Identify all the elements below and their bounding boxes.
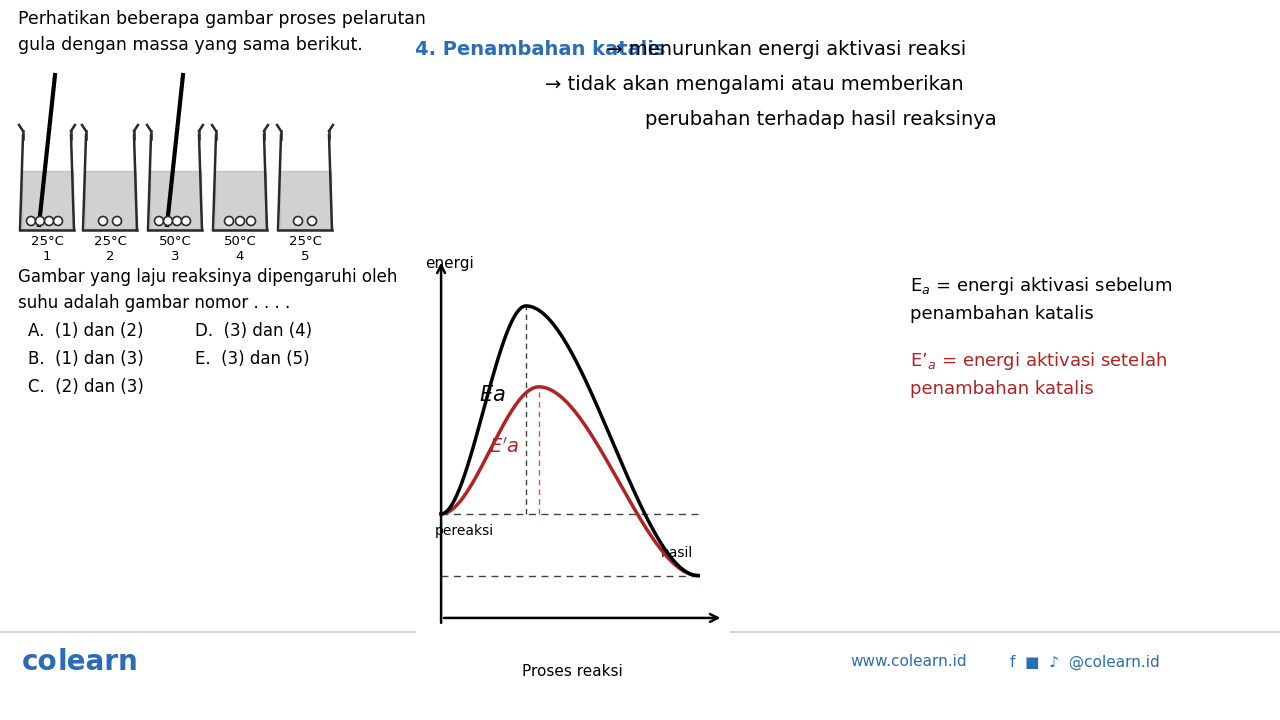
Circle shape [164,217,173,225]
Circle shape [182,217,191,225]
Text: energi: energi [425,256,474,271]
Text: 4: 4 [236,250,244,263]
Text: penambahan katalis: penambahan katalis [910,305,1093,323]
Text: → menurunkan energi aktivasi reaksi: → menurunkan energi aktivasi reaksi [600,40,966,59]
Text: E’$_a$ = energi aktivasi setelah: E’$_a$ = energi aktivasi setelah [910,350,1167,372]
Circle shape [99,217,108,225]
Text: pereaksi: pereaksi [435,523,494,538]
Text: Perhatikan beberapa gambar proses pelarutan
gula dengan massa yang sama berikut.: Perhatikan beberapa gambar proses pelaru… [18,10,426,55]
Text: 5: 5 [301,250,310,263]
Circle shape [224,217,233,225]
Circle shape [247,217,256,225]
Text: hasil: hasil [660,546,692,560]
Text: www.colearn.id: www.colearn.id [850,654,966,670]
Text: perubahan terhadap hasil reaksinya: perubahan terhadap hasil reaksinya [645,110,997,129]
Bar [215,171,265,229]
Text: f  ■  ♪  @colearn.id: f ■ ♪ @colearn.id [1010,654,1160,670]
Bar [150,171,201,229]
Circle shape [27,217,36,225]
Text: Gambar yang laju reaksinya dipengaruhi oleh
suhu adalah gambar nomor . . . .: Gambar yang laju reaksinya dipengaruhi o… [18,268,397,312]
Text: → tidak akan mengalami atau memberikan: → tidak akan mengalami atau memberikan [545,75,964,94]
Text: D.  (3) dan (4): D. (3) dan (4) [195,322,312,340]
Text: co: co [22,648,58,676]
Text: 2: 2 [106,250,114,263]
Bar [22,171,73,229]
Circle shape [173,217,182,225]
Bar [279,171,330,229]
Text: 4. Penambahan katalis: 4. Penambahan katalis [415,40,666,59]
Circle shape [155,217,164,225]
Circle shape [113,217,122,225]
Text: 25°C: 25°C [93,235,127,248]
Text: Proses reaksi: Proses reaksi [522,664,623,679]
Text: $\it{Ea}$: $\it{Ea}$ [479,384,506,405]
Text: $\it{E'a}$: $\it{E'a}$ [489,436,520,456]
Circle shape [54,217,63,225]
Circle shape [36,217,45,225]
Circle shape [236,217,244,225]
Text: C.  (2) dan (3): C. (2) dan (3) [28,378,143,396]
Text: A.  (1) dan (2): A. (1) dan (2) [28,322,143,340]
Text: 25°C: 25°C [288,235,321,248]
Text: 3: 3 [170,250,179,263]
Bar [84,171,136,229]
Text: 50°C: 50°C [159,235,192,248]
Circle shape [45,217,54,225]
Text: penambahan katalis: penambahan katalis [910,380,1093,398]
Text: learn: learn [58,648,138,676]
Text: 1: 1 [42,250,51,263]
Text: E$_a$ = energi aktivasi sebelum: E$_a$ = energi aktivasi sebelum [910,275,1172,297]
Text: E.  (3) dan (5): E. (3) dan (5) [195,350,310,368]
Circle shape [293,217,302,225]
Text: B.  (1) dan (3): B. (1) dan (3) [28,350,143,368]
Circle shape [307,217,316,225]
Text: 50°C: 50°C [224,235,256,248]
Text: 25°C: 25°C [31,235,64,248]
